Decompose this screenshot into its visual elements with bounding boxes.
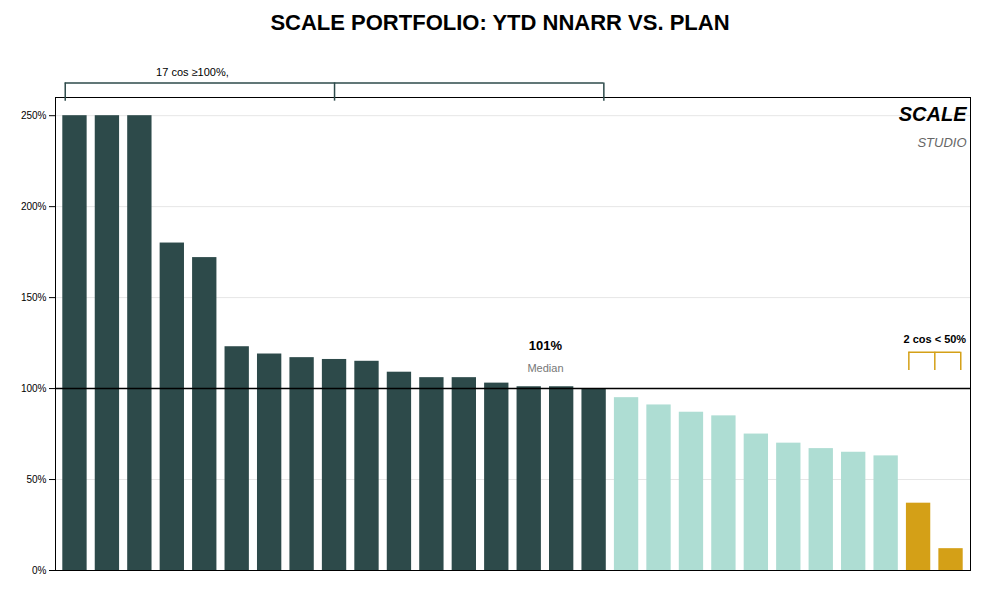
svg-text:200%: 200%	[21, 201, 47, 212]
svg-text:50%: 50%	[26, 474, 46, 485]
svg-text:150%: 150%	[21, 292, 47, 303]
svg-text:17 cos ≥100%,: 17 cos ≥100%,	[156, 66, 229, 78]
svg-text:0%: 0%	[32, 565, 47, 576]
svg-text:101%: 101%	[529, 338, 563, 353]
svg-text:2 cos < 50%: 2 cos < 50%	[903, 333, 966, 345]
svg-text:100%: 100%	[21, 383, 47, 394]
svg-text:STUDIO: STUDIO	[917, 135, 966, 150]
svg-text:SCALE: SCALE	[899, 103, 967, 125]
svg-text:250%: 250%	[21, 110, 47, 121]
svg-text:Median: Median	[527, 362, 563, 374]
html-text:SCALE PORTFOLIO: YTD NNARR VS.: SCALE PORTFOLIO: YTD NNARR VS. PLAN	[270, 10, 730, 35]
